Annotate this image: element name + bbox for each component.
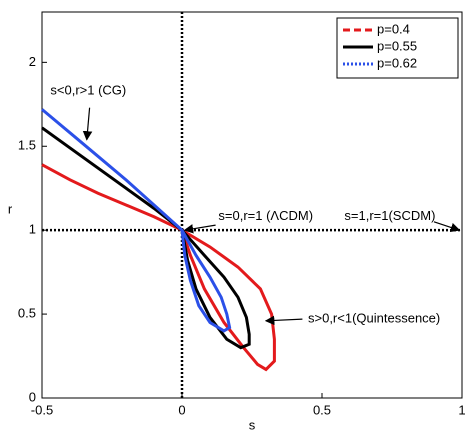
annotation: s<0,r>1 (CG): [50, 82, 126, 97]
legend-label: p=0.62: [377, 55, 417, 70]
legend-label: p=0.4: [377, 21, 410, 36]
series-line: [41, 108, 232, 333]
annotation: s=0,r=1 (ΛCDM): [218, 208, 313, 223]
y-tick-label: 1: [29, 222, 36, 237]
y-tick-label: 1.5: [18, 138, 36, 153]
x-tick-label: 0.5: [313, 402, 331, 417]
annotation: s>0,r<1(Quintessence): [308, 311, 440, 326]
plot-frame: [41, 11, 463, 399]
series-line: [41, 163, 276, 372]
y-axis-label: r: [8, 201, 13, 216]
y-tick-label: 0: [29, 389, 36, 404]
x-tick-label: -0.5: [31, 402, 53, 417]
x-tick-label: 1: [458, 402, 465, 417]
annotation-arrow: [433, 221, 461, 233]
annotation-arrow: [264, 315, 303, 326]
annotation: s=1,r=1(SCDM): [344, 208, 435, 223]
x-tick-label: 0: [178, 402, 185, 417]
annotation-arrow: [183, 224, 216, 234]
x-axis-label: s: [249, 417, 256, 432]
y-tick-label: 2: [29, 54, 36, 69]
y-tick-label: 0.5: [18, 306, 36, 321]
annotation-arrow: [82, 107, 93, 141]
series-line: [41, 126, 251, 350]
legend-label: p=0.55: [377, 38, 417, 53]
